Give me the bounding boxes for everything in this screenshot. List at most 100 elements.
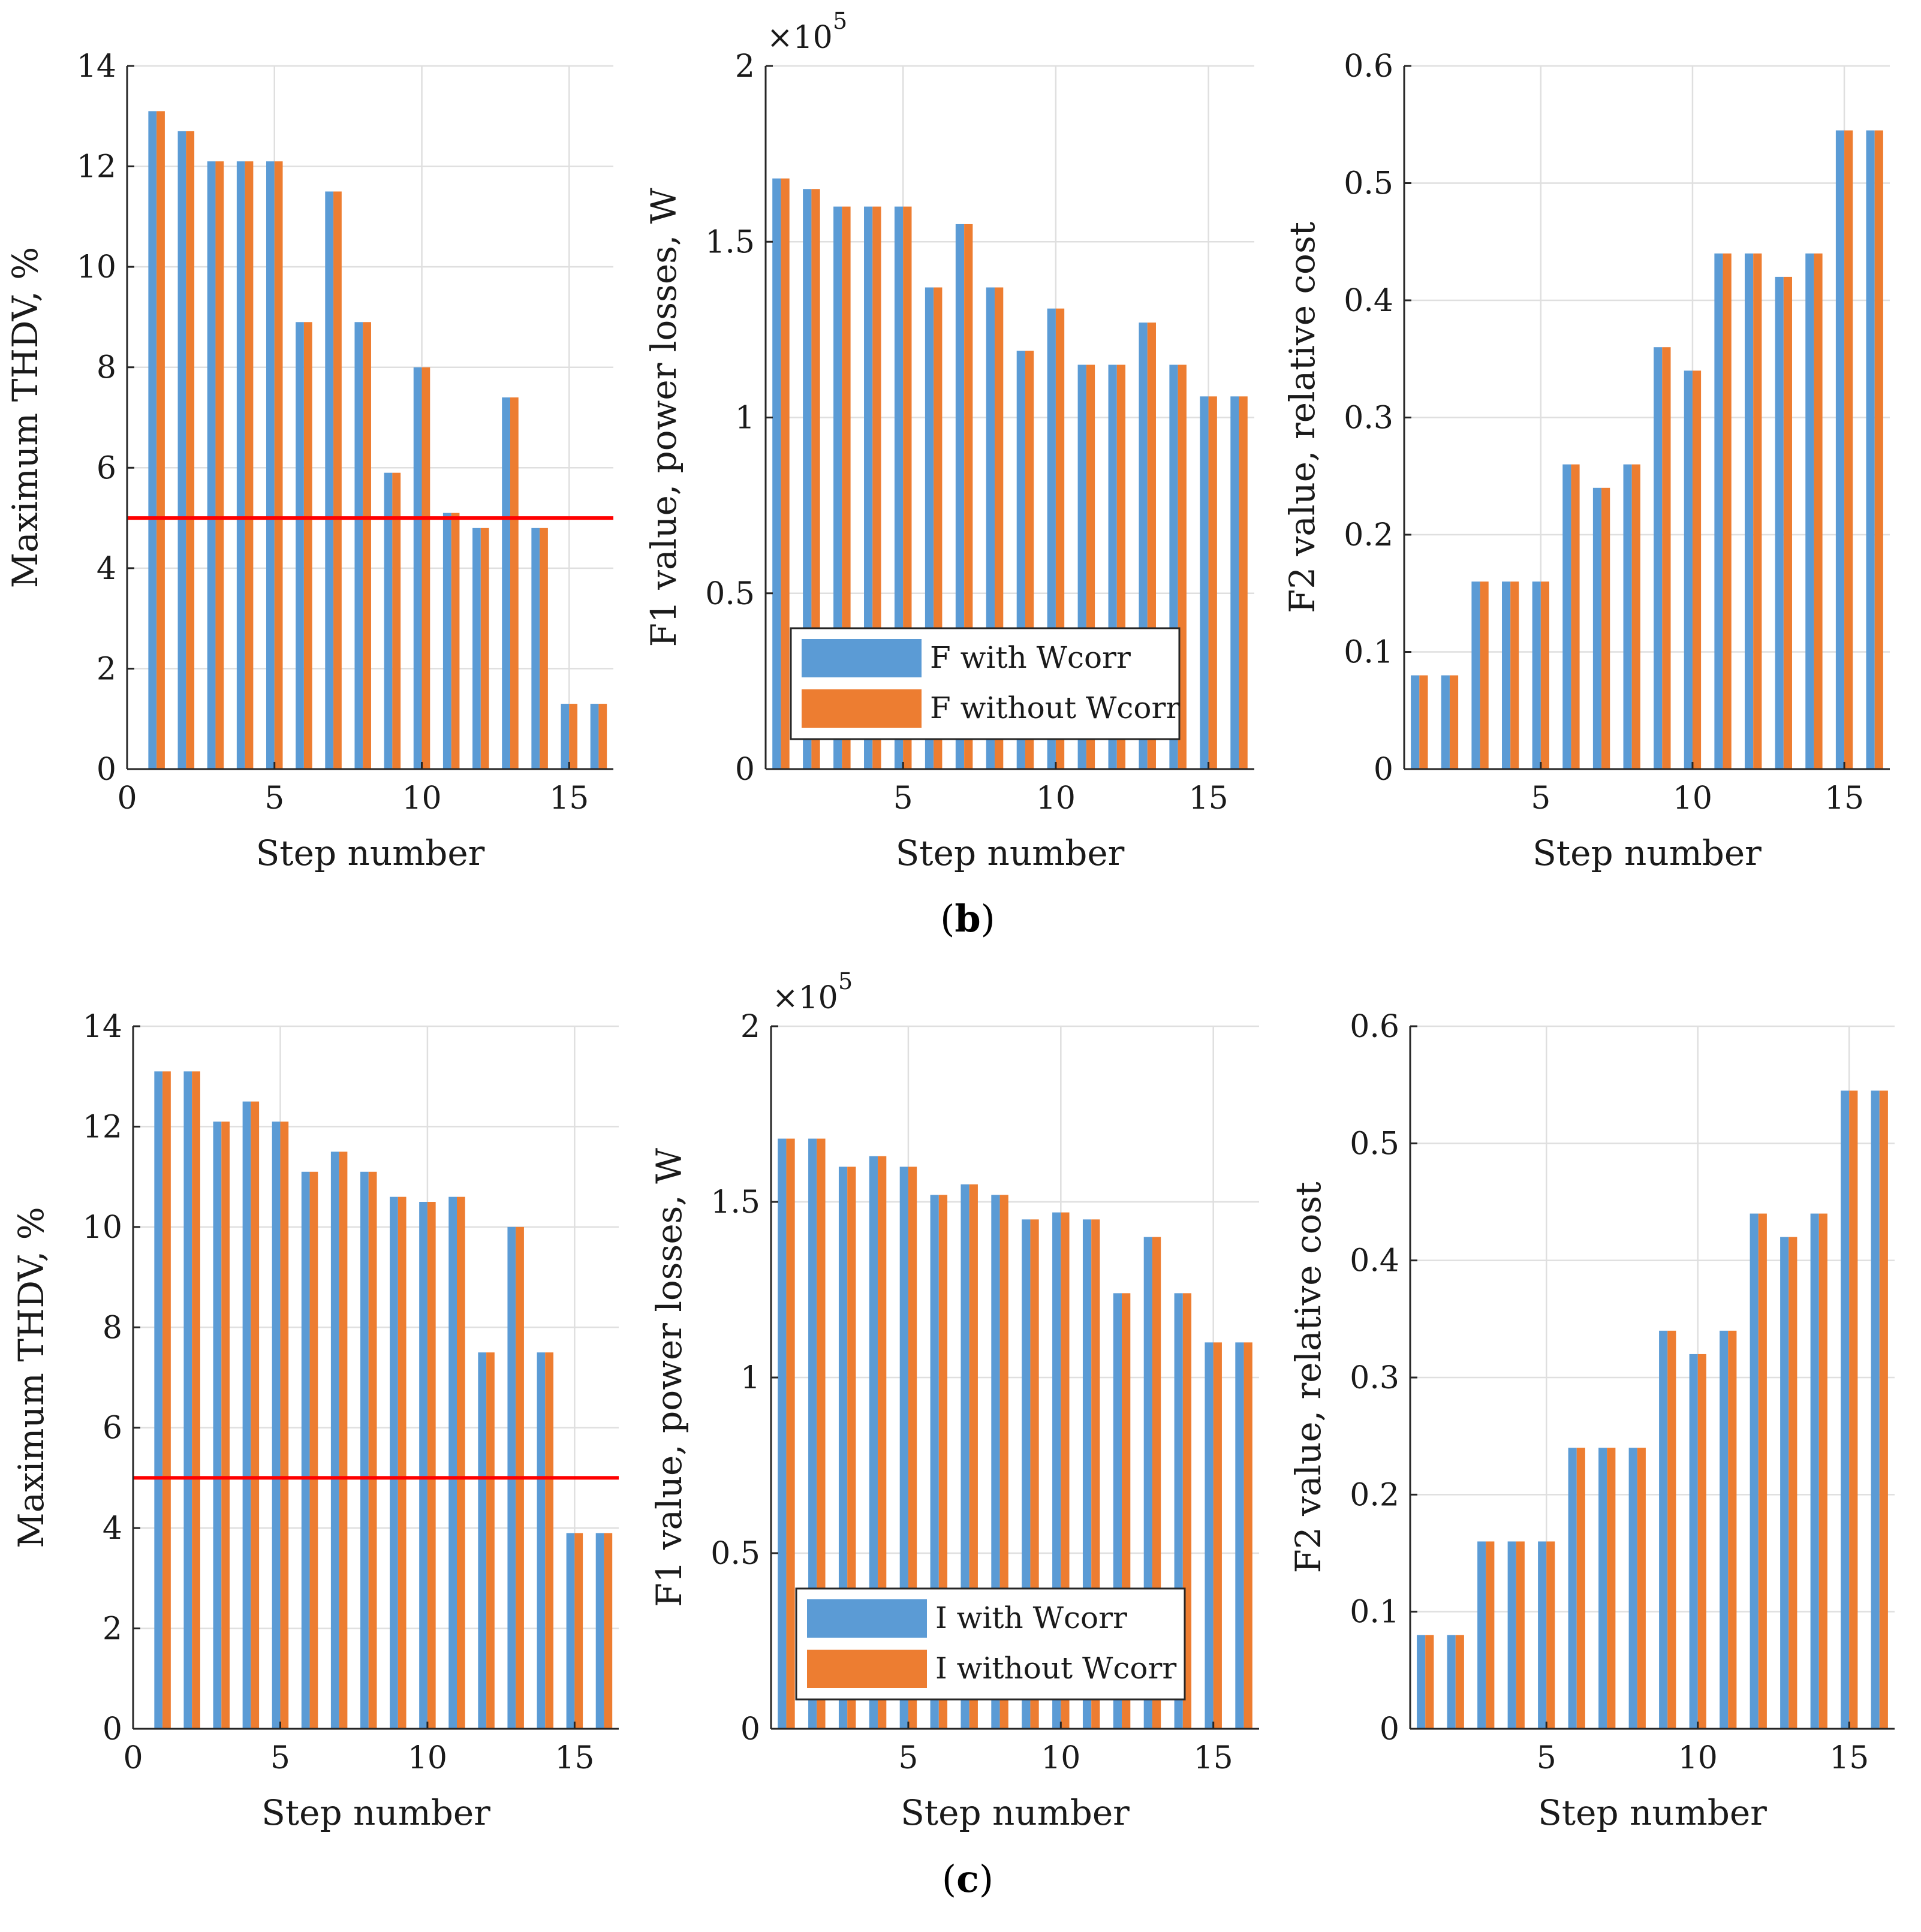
panel-letter-b: b: [955, 897, 981, 941]
p0c2-bar-with-12: [1745, 253, 1754, 769]
p1c1-legend-label: I without Wcorr: [935, 1651, 1176, 1686]
p0c1-legend-label: F without Wcorr: [930, 691, 1180, 725]
p1c0-bar-with-12: [478, 1352, 487, 1729]
p1c0-x-tick-label: 0: [123, 1740, 143, 1776]
p1c2-bar-with-12: [1750, 1213, 1759, 1729]
p0c2-bar-with-14: [1805, 253, 1814, 769]
p0c1-x-tick-label: 5: [893, 780, 913, 816]
p1c2-bar-with-8: [1628, 1448, 1637, 1729]
p1c2-bar-with-13: [1780, 1237, 1789, 1729]
p0c0-bar-with-5: [266, 161, 275, 769]
p1c1-axis-multiplier-exponent: 5: [838, 968, 853, 994]
p1c0-bar-without-7: [339, 1152, 348, 1729]
p1c1-y-tick-label: 0.5: [710, 1536, 760, 1572]
p0c2-x-tick-label: 10: [1673, 780, 1712, 816]
p1c2-bar-without-10: [1697, 1354, 1706, 1729]
p1c2-bar-with-9: [1659, 1330, 1668, 1729]
p1c2-x-axis-label: Step number: [1538, 1792, 1767, 1833]
p1c2-bar-with-2: [1447, 1635, 1456, 1729]
p1c1-y-tick-label: 1: [740, 1360, 760, 1396]
p1c2-bar-without-6: [1576, 1448, 1585, 1729]
p1c2-bar-without-16: [1879, 1090, 1888, 1729]
p1c2-bar-with-11: [1720, 1330, 1729, 1729]
p1c0-bar-without-2: [192, 1071, 200, 1729]
p1c1-y-axis-label: F1 value, power losses, W: [649, 1148, 689, 1607]
p0c2-y-tick-label: 0.1: [1344, 635, 1393, 671]
p1c0-x-tick-label: 5: [270, 1740, 290, 1776]
p0c2-bar-with-6: [1562, 464, 1571, 769]
p1c2-y-tick-label: 0.4: [1350, 1243, 1399, 1279]
p1c1-legend-swatch: [807, 1599, 927, 1638]
p1c2-y-tick-label: 0.3: [1350, 1360, 1399, 1396]
p0c2-bar-with-9: [1654, 347, 1663, 769]
p0c2-x-axis-label: Step number: [1532, 833, 1762, 873]
p0c0-bar-with-15: [561, 704, 570, 769]
p1c1-y-tick-label: 0: [740, 1711, 760, 1747]
p1c0-bar-without-6: [309, 1171, 318, 1729]
p1c0-bar-with-11: [448, 1196, 457, 1729]
p0c2-bar-with-11: [1714, 253, 1723, 769]
p1c0-x-axis-label: Step number: [261, 1792, 490, 1833]
p1c2-bar-with-6: [1568, 1448, 1577, 1729]
p0c0-bar-without-2: [186, 131, 195, 770]
p1c2-bar-with-3: [1477, 1541, 1486, 1729]
p0c2-y-tick-label: 0: [1374, 752, 1393, 788]
p0c1-x-axis-label: Step number: [896, 833, 1125, 873]
p0c0-bar-without-11: [451, 513, 460, 769]
p1c1-bar-without-15: [1213, 1342, 1222, 1729]
p0c1-y-tick-label: 1.5: [705, 224, 755, 260]
p0c1-legend-swatch: [802, 639, 922, 677]
p1c0-bar-without-3: [221, 1122, 230, 1729]
p0c0-x-tick-label: 5: [264, 780, 284, 816]
p1c1-y-tick-label: 1.5: [710, 1184, 760, 1220]
p0c1-bar-with-2: [803, 189, 812, 769]
p1c0-bar-with-3: [213, 1122, 222, 1729]
p0c1-y-axis-label: F1 value, power losses, W: [643, 188, 684, 647]
p1c1-x-axis-label: Step number: [901, 1792, 1130, 1833]
p1c0-bar-without-8: [368, 1171, 377, 1729]
p1c0-y-tick-label: 2: [103, 1611, 122, 1647]
p0c0-bar-with-4: [236, 161, 245, 769]
p0c0-y-tick-label: 2: [97, 651, 116, 687]
p0c1-y-tick-label: 0.5: [705, 576, 755, 612]
p1c1-bar-without-4: [878, 1156, 887, 1729]
p1c2-bar-without-2: [1455, 1635, 1464, 1729]
p0c2-bar-without-2: [1449, 675, 1459, 769]
p1c0-bar-with-15: [566, 1533, 575, 1729]
p1c0-bar-without-4: [251, 1101, 260, 1729]
p1c0-bar-without-14: [545, 1352, 554, 1729]
p1c2-bar-with-4: [1507, 1541, 1516, 1729]
p0c1-bar-without-1: [781, 178, 790, 769]
p0c0-bar-with-3: [207, 161, 216, 769]
p0c0-chart: 0 2 4 6 8 10 12 14 0 5 10 15 Step number Maximum THDV…: [5, 49, 613, 873]
p1c2-bar-without-15: [1849, 1090, 1858, 1729]
p1c2-bar-with-14: [1810, 1213, 1819, 1729]
p0c2-bar-without-11: [1723, 253, 1732, 769]
p1c1-legend-label: I with Wcorr: [935, 1601, 1127, 1635]
p0c2-bar-without-16: [1874, 130, 1883, 769]
p0c1-x-tick-label: 10: [1036, 780, 1076, 816]
p0c0-bar-without-16: [598, 704, 607, 769]
p1c2-x-tick-label: 15: [1829, 1740, 1869, 1776]
p0c1-chart: 0 0.5 1 1.5 2 5 10 15 Step number F1 value, power…: [643, 8, 1254, 873]
p1c2-bar-with-15: [1841, 1090, 1850, 1729]
p0c0-bar-with-13: [502, 397, 510, 769]
p1c0-bar-without-15: [574, 1533, 583, 1729]
p0c0-bar-without-6: [303, 322, 312, 769]
p0c1-bar-without-16: [1239, 396, 1248, 769]
p0c2-bar-with-8: [1623, 464, 1632, 769]
p0c0-bar-without-10: [421, 367, 430, 769]
p1c0-bar-without-5: [280, 1122, 289, 1729]
p1c1-chart: 0 0.5 1 1.5 2 5 10 15 Step number F1 value, power…: [649, 968, 1259, 1833]
p1c0-bar-with-2: [183, 1071, 192, 1729]
p1c0-bar-with-9: [390, 1196, 398, 1729]
p1c2-bar-with-5: [1538, 1541, 1547, 1729]
p0c2-bar-with-13: [1775, 276, 1784, 769]
p0c2-bar-with-7: [1592, 487, 1602, 769]
p1c2-bar-without-1: [1425, 1635, 1434, 1729]
p0c0-bar-without-15: [569, 704, 578, 769]
p1c2-y-tick-label: 0.6: [1350, 1009, 1399, 1045]
p1c2-y-axis-label: F2 value, relative cost: [1288, 1181, 1329, 1573]
p1c1-bar-with-1: [778, 1138, 787, 1729]
p0c2-x-tick-label: 5: [1531, 780, 1550, 816]
